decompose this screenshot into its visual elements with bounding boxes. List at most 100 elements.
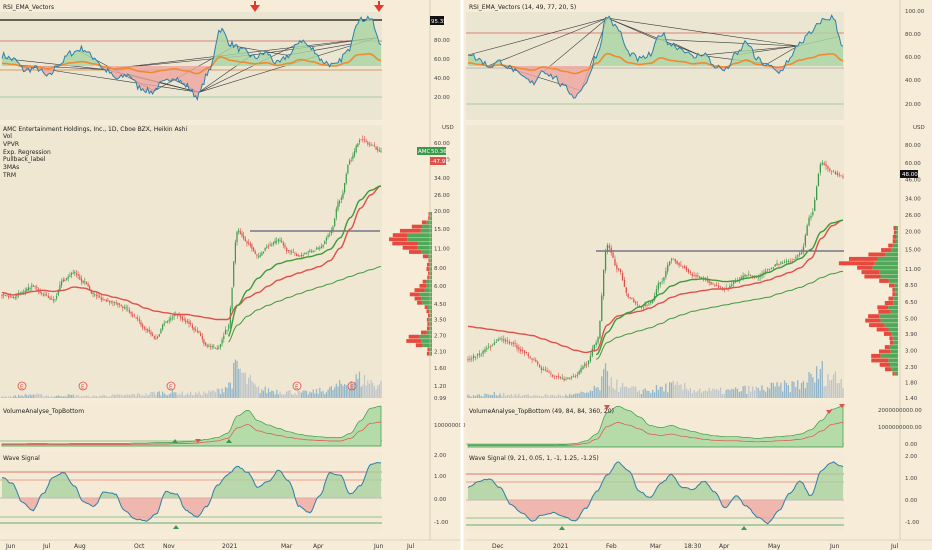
vpvr-bar bbox=[428, 317, 432, 322]
candle bbox=[597, 337, 599, 343]
volume-bar bbox=[476, 394, 479, 398]
vpvr-bar bbox=[428, 216, 430, 220]
vpvr-bar bbox=[838, 261, 875, 266]
price-tick-label: 8.50 bbox=[905, 283, 918, 289]
volume-bar bbox=[152, 392, 154, 398]
candle bbox=[24, 290, 26, 293]
volume-bar bbox=[522, 395, 524, 398]
candle bbox=[54, 299, 56, 301]
candle bbox=[687, 269, 690, 273]
candle bbox=[685, 267, 688, 271]
price-tick-label: 3.00 bbox=[905, 348, 918, 354]
volume-bar bbox=[37, 394, 39, 398]
vpvr-bar bbox=[430, 313, 432, 318]
candle bbox=[287, 250, 289, 251]
candle bbox=[642, 306, 644, 308]
volume-bar bbox=[324, 394, 326, 398]
vpvr-bar bbox=[891, 331, 898, 336]
volume-bar bbox=[6, 397, 8, 398]
volume-bar bbox=[723, 393, 725, 398]
volume-bar bbox=[218, 389, 220, 398]
volume-bar bbox=[347, 384, 349, 398]
volume-bar bbox=[186, 393, 188, 398]
volume-bar bbox=[95, 396, 97, 398]
candle bbox=[659, 282, 661, 285]
volume-bar bbox=[59, 396, 61, 398]
volume-bar bbox=[610, 377, 612, 398]
volume-bar bbox=[699, 388, 701, 398]
candle bbox=[650, 302, 652, 304]
candle bbox=[314, 250, 316, 252]
candle bbox=[87, 283, 89, 287]
volume-bar bbox=[122, 395, 124, 398]
candle bbox=[561, 377, 563, 379]
time-label: Feb bbox=[606, 543, 617, 550]
volume-bar bbox=[793, 382, 795, 398]
volume-bar bbox=[325, 392, 327, 398]
candle bbox=[529, 356, 531, 358]
candle bbox=[22, 291, 25, 293]
candle bbox=[772, 267, 774, 269]
candle bbox=[505, 339, 507, 342]
candle bbox=[603, 270, 605, 296]
earnings-icon bbox=[347, 381, 357, 391]
candle bbox=[368, 143, 370, 145]
candle bbox=[94, 294, 96, 296]
vpvr-bar bbox=[880, 274, 898, 279]
scale-label: 2000000000.00 bbox=[878, 408, 922, 414]
time-label: Jun bbox=[829, 543, 840, 550]
candle bbox=[329, 234, 331, 236]
left-rsi-title: RSI_EMA_Vectors bbox=[3, 4, 54, 11]
volume-bar bbox=[322, 390, 324, 398]
right-volume-pane: VolumeAnalyse_TopBottom (49, 84, 84, 360… bbox=[466, 401, 845, 449]
candle bbox=[840, 175, 842, 177]
price-tick-label: 20.00 bbox=[434, 209, 450, 215]
candle bbox=[84, 281, 86, 282]
volume-bar bbox=[158, 391, 160, 398]
candle bbox=[67, 276, 69, 279]
volume-bar bbox=[748, 385, 750, 398]
candle bbox=[834, 172, 837, 174]
volume-bar bbox=[201, 395, 203, 398]
volume-bar bbox=[614, 389, 616, 398]
volume-bar bbox=[310, 392, 313, 398]
rsi-vector-line bbox=[198, 43, 299, 93]
vpvr-bar bbox=[874, 261, 898, 266]
candle bbox=[714, 284, 716, 286]
candle bbox=[350, 159, 352, 161]
candle bbox=[259, 255, 261, 257]
candle bbox=[294, 252, 296, 254]
vpvr-bar bbox=[422, 224, 432, 229]
candle bbox=[112, 301, 114, 303]
volume-bar bbox=[363, 374, 366, 398]
candle bbox=[224, 330, 227, 335]
candle bbox=[253, 247, 255, 252]
vpvr-bar bbox=[889, 336, 893, 341]
candle bbox=[584, 363, 586, 367]
time-label: Jun bbox=[5, 543, 16, 550]
time-label: Aug bbox=[74, 543, 86, 550]
scale-label: 60.00 bbox=[434, 57, 450, 63]
candle bbox=[787, 260, 789, 262]
volume-bar bbox=[827, 373, 829, 398]
candle bbox=[514, 343, 516, 345]
candle bbox=[362, 138, 364, 140]
volume-bar bbox=[512, 396, 514, 398]
volume-bar bbox=[135, 395, 137, 398]
volume-bar bbox=[740, 391, 742, 398]
candle bbox=[721, 287, 723, 289]
volume-bar bbox=[352, 383, 354, 398]
volume-bar bbox=[261, 389, 263, 398]
left-price-scale: 80.00 60.00 40.00 20.00 95.35 USD 0.99 1.… bbox=[417, 0, 475, 540]
volume-bar bbox=[52, 396, 54, 398]
candle bbox=[670, 259, 673, 261]
rsi-vector-line bbox=[607, 17, 798, 47]
candle bbox=[636, 304, 639, 306]
volume-bar bbox=[211, 390, 213, 398]
candle bbox=[41, 293, 43, 295]
candle bbox=[51, 298, 53, 300]
candle bbox=[165, 321, 167, 323]
volume-bar bbox=[64, 396, 66, 398]
candle bbox=[678, 262, 680, 266]
